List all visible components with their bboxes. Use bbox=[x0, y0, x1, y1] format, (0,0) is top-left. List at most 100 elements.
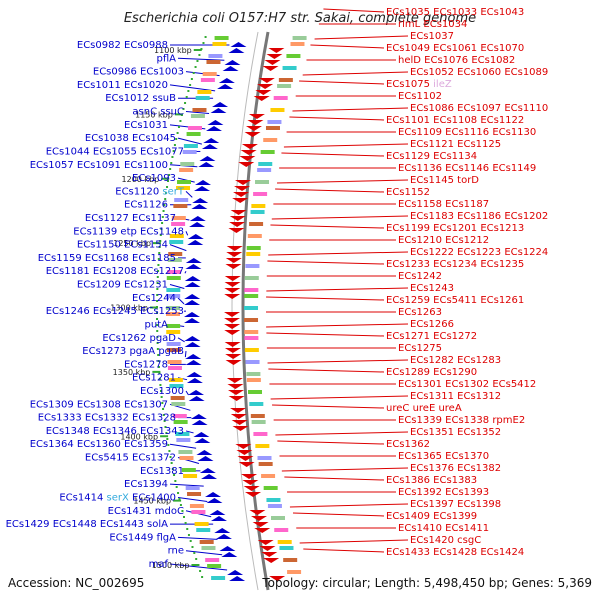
gene-label[interactable]: ECs1364 bbox=[30, 439, 74, 450]
gene-label[interactable]: ECs1102 bbox=[398, 91, 442, 102]
gene-label[interactable]: maf bbox=[149, 559, 169, 570]
gene-label[interactable]: ECs1397 bbox=[410, 499, 454, 510]
gene-label[interactable]: ECs1033 bbox=[433, 7, 477, 18]
gene-label[interactable]: ureA bbox=[438, 403, 461, 414]
gene-label[interactable]: ECs1308 bbox=[77, 399, 121, 410]
gene-label[interactable]: ECs1127 bbox=[85, 213, 129, 224]
gene-label[interactable]: ECs1130 bbox=[492, 127, 536, 138]
gene-label[interactable]: ECs1199 bbox=[386, 223, 430, 234]
gene-label[interactable]: ECs1126 bbox=[124, 200, 168, 211]
gene-label[interactable]: ECs1201 bbox=[433, 223, 477, 234]
gene-label[interactable]: ECs1146 bbox=[445, 163, 489, 174]
gene-label[interactable]: serX bbox=[107, 492, 129, 503]
gene-label[interactable]: ECs1301 bbox=[398, 379, 442, 390]
gene-label[interactable]: ECs0986 bbox=[93, 67, 137, 78]
gene-label[interactable]: ECs1217 bbox=[140, 266, 184, 277]
gene-label[interactable]: ECs1386 bbox=[386, 475, 430, 486]
gene-label[interactable]: ECs1362 bbox=[386, 439, 430, 450]
gene-label[interactable]: ECs1234 bbox=[433, 259, 477, 270]
gene-label[interactable]: ECs1158 bbox=[398, 199, 442, 210]
gene-label[interactable]: ECs1420 bbox=[410, 535, 454, 546]
gene-label[interactable]: ECs1263 bbox=[398, 307, 442, 318]
gene-label[interactable]: ECs1449 bbox=[109, 532, 153, 543]
gene-label[interactable]: serT bbox=[162, 186, 184, 197]
gene-label[interactable]: ECs1222 bbox=[410, 247, 454, 258]
gene-label[interactable]: ECs1352 bbox=[457, 427, 501, 438]
gene-label[interactable]: ECs1109 bbox=[398, 127, 442, 138]
gene-label[interactable]: ECs1055 bbox=[93, 146, 137, 157]
gene-label[interactable]: ECs1089 bbox=[504, 67, 548, 78]
gene-label[interactable]: ECs1100 bbox=[124, 160, 168, 171]
gene-label[interactable]: ECs1045 bbox=[132, 133, 176, 144]
gene-label[interactable]: ECs1429 bbox=[6, 519, 50, 530]
gene-label[interactable]: ECs1137 bbox=[132, 213, 176, 224]
gene-label[interactable]: ureC bbox=[386, 403, 409, 414]
gene-label[interactable]: etp bbox=[120, 226, 136, 237]
gene-label[interactable]: csgC bbox=[457, 535, 481, 546]
gene-label[interactable]: ECs1043 bbox=[480, 7, 524, 18]
gene-label[interactable]: ECs1370 bbox=[445, 451, 489, 462]
gene-label[interactable]: ECs1202 bbox=[504, 211, 548, 222]
gene-label[interactable]: ECs1122 bbox=[480, 115, 524, 126]
gene-label[interactable]: ECs1365 bbox=[398, 451, 442, 462]
gene-label[interactable]: ECs1300 bbox=[140, 386, 184, 397]
gene-label[interactable]: ECs1213 bbox=[480, 223, 524, 234]
gene-label[interactable]: ECs1448 bbox=[53, 519, 97, 530]
gene-label[interactable]: ECs1242 bbox=[398, 271, 442, 282]
gene-label[interactable]: ECs1223 bbox=[457, 247, 501, 258]
gene-label[interactable]: ECs1186 bbox=[457, 211, 501, 222]
gene-label[interactable]: ECs1038 bbox=[85, 133, 129, 144]
gene-label[interactable]: ECs1037 bbox=[410, 31, 454, 42]
gene-label[interactable]: ECs1400 bbox=[132, 492, 176, 503]
gene-label[interactable]: flgA bbox=[157, 532, 177, 543]
gene-label[interactable]: ECs5412 bbox=[492, 379, 536, 390]
gene-label[interactable]: ECs1224 bbox=[504, 247, 548, 258]
gene-label[interactable]: ECs1333 bbox=[38, 413, 82, 424]
gene-label[interactable]: ECs1424 bbox=[480, 547, 524, 558]
gene-label[interactable]: ECs1210 bbox=[398, 235, 442, 246]
gene-label[interactable]: ECs1275 bbox=[398, 343, 442, 354]
gene-label[interactable]: ECs1410 bbox=[398, 523, 442, 534]
gene-label[interactable]: ECs1431 bbox=[108, 506, 152, 517]
gene-label[interactable]: ECs1061 bbox=[433, 43, 477, 54]
gene-label[interactable]: ECs1134 bbox=[433, 151, 477, 162]
gene-label[interactable]: ECs1312 bbox=[457, 391, 501, 402]
gene-label[interactable]: ECs1244 bbox=[132, 293, 176, 304]
gene-label[interactable]: ECs1212 bbox=[445, 235, 489, 246]
gene-label[interactable]: ECs1346 bbox=[93, 426, 137, 437]
gene-label[interactable]: ECs1129 bbox=[386, 151, 430, 162]
gene-label[interactable]: ECs1428 bbox=[433, 547, 477, 558]
gene-label[interactable]: ECs1020 bbox=[124, 80, 168, 91]
gene-label[interactable]: rlmL bbox=[398, 19, 421, 30]
gene-label[interactable]: ECs1003 bbox=[140, 67, 184, 78]
gene-label[interactable]: ECs1125 bbox=[457, 139, 501, 150]
gene-label[interactable]: ssuC bbox=[160, 107, 184, 118]
gene-label[interactable]: ECs1398 bbox=[457, 499, 501, 510]
gene-label[interactable]: ECs1381 bbox=[140, 466, 184, 477]
gene-label[interactable]: ECs1273 bbox=[82, 346, 126, 357]
gene-label[interactable]: ECs1394 bbox=[124, 479, 168, 490]
gene-label[interactable]: ECs1399 bbox=[433, 511, 477, 522]
gene-label[interactable]: ECs1376 bbox=[410, 463, 454, 474]
gene-label[interactable]: ECs0982 bbox=[77, 40, 121, 51]
gene-label[interactable]: ECs5415 bbox=[85, 453, 129, 464]
gene-label[interactable]: ECs1136 bbox=[398, 163, 442, 174]
gene-label[interactable]: pflA bbox=[157, 53, 177, 64]
gene-label[interactable]: ECs1302 bbox=[445, 379, 489, 390]
gene-label[interactable]: ECs1159 bbox=[38, 253, 82, 264]
gene-label[interactable]: ECs1049 bbox=[386, 43, 430, 54]
gene-label[interactable]: ECs1243 bbox=[410, 283, 454, 294]
gene-label[interactable]: asnC bbox=[132, 107, 157, 118]
gene-label[interactable]: ECs1309 bbox=[30, 399, 74, 410]
gene-label[interactable]: ureE bbox=[413, 403, 436, 414]
gene-label[interactable]: ECs1120 bbox=[115, 186, 159, 197]
gene-label[interactable]: ECs1383 bbox=[433, 475, 477, 486]
gene-label[interactable]: ECs1209 bbox=[77, 280, 121, 291]
gene-label[interactable]: pgaB bbox=[158, 346, 184, 357]
gene-label[interactable]: ECs1044 bbox=[46, 146, 90, 157]
gene-label[interactable]: ECs1272 bbox=[433, 331, 477, 342]
gene-label[interactable]: ECs1351 bbox=[410, 427, 454, 438]
gene-label[interactable]: pgaD bbox=[149, 333, 176, 344]
gene-label[interactable]: ECs1262 bbox=[102, 333, 146, 344]
gene-label[interactable]: ECs1266 bbox=[410, 319, 454, 330]
